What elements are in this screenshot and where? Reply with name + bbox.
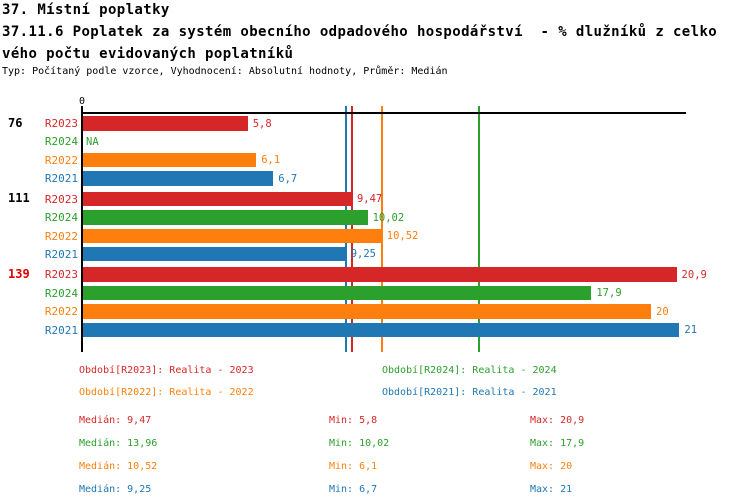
bar-value-label-111-R2021: 9,25 <box>350 248 376 261</box>
x-axis-line <box>81 112 686 114</box>
chart-meta-info: Typ: Počítaný podle vzorce, Vyhodnocení:… <box>2 66 448 77</box>
bar-value-label-111-R2023: 9,47 <box>356 193 383 206</box>
legend-entry-R2022: Období[R2022]: Realita - 2022 <box>79 387 254 398</box>
stat-max-R2023: Max: 20,9 <box>530 415 585 426</box>
bar-chart: 0 76 R2023 5,8 R2024 NA R2022 6,1 R2021 6,7 111 R2… <box>0 95 750 365</box>
bar-value-label-111-R2024: 10,02 <box>372 211 405 224</box>
series-label-R2024: R2024 <box>44 286 78 300</box>
bar-111-R2021 <box>83 246 346 262</box>
median-line-R2024 <box>478 106 481 352</box>
stat-max-R2024: Max: 17,9 <box>530 438 585 449</box>
legend-entry-R2024: Období[R2024]: Realita - 2024 <box>382 365 557 376</box>
bar-76-R2023 <box>83 116 248 131</box>
bar-value-label-111-R2022: 10,52 <box>386 230 419 242</box>
x-axis-zero-label: 0 <box>78 96 86 107</box>
series-label-R2022: R2022 <box>44 305 78 319</box>
stat-max-R2021: Max: 21 <box>530 484 573 495</box>
bar-value-label-139-R2021: 21 <box>684 324 698 337</box>
stat-median-R2022: Medián: 10,52 <box>79 461 158 472</box>
bar-76-R2022 <box>83 152 257 168</box>
stat-min-R2021: Min: 6,7 <box>329 484 378 495</box>
bar-139-R2021 <box>83 322 680 338</box>
series-label-R2023: R2023 <box>44 192 78 206</box>
group-label-76: 76 <box>8 115 23 130</box>
bar-value-label-139-R2024: 17,9 <box>596 287 622 300</box>
group-label-111: 111 <box>8 191 30 206</box>
bar-139-R2023 <box>83 267 677 282</box>
bar-value-label-139-R2022: 20 <box>656 305 669 318</box>
stat-median-R2021: Medián: 9,25 <box>79 484 152 495</box>
legend-entry-R2021: Období[R2021]: Realita - 2021 <box>382 387 557 398</box>
series-label-R2022: R2022 <box>44 229 78 243</box>
series-label-R2023: R2023 <box>44 117 78 130</box>
chart-title-line3: vého počtu evidovaných poplatníků <box>2 46 294 62</box>
bar-111-R2024 <box>83 210 368 225</box>
stat-median-R2024: Medián: 13,96 <box>79 438 158 449</box>
chart-title-line1: 37. Místní poplatky <box>2 2 170 18</box>
stat-min-R2023: Min: 5,8 <box>329 415 378 426</box>
group-label-139: 139 <box>8 266 30 281</box>
plot-area: 76 R2023 5,8 R2024 NA R2022 6,1 R2021 6,7 111 R202… <box>0 95 750 365</box>
chart-title-line2: 37.11.6 Poplatek za systém obecního odpa… <box>2 24 718 40</box>
series-label-R2022: R2022 <box>44 153 78 167</box>
stat-median-R2023: Medián: 9,47 <box>79 415 152 426</box>
series-label-R2024: R2024 <box>44 135 78 149</box>
bar-111-R2023 <box>83 191 352 207</box>
series-label-R2021: R2021 <box>44 247 78 261</box>
bar-111-R2022 <box>83 228 382 243</box>
series-label-R2024: R2024 <box>44 211 78 225</box>
series-label-R2021: R2021 <box>44 323 78 337</box>
bar-139-R2024 <box>83 285 592 301</box>
bar-76-R2021 <box>83 171 274 186</box>
series-label-R2023: R2023 <box>44 268 78 282</box>
legend-entry-R2023: Období[R2023]: Realita - 2023 <box>79 365 254 376</box>
bar-value-label-139-R2023: 20,9 <box>681 268 707 281</box>
bar-value-label-76-R2021: 6,7 <box>278 172 298 185</box>
y-axis-line <box>81 106 83 352</box>
series-label-R2021: R2021 <box>44 172 78 186</box>
stat-max-R2022: Max: 20 <box>530 461 573 472</box>
bar-139-R2022 <box>83 304 651 319</box>
bar-value-label-76-R2022: 6,1 <box>261 154 281 167</box>
median-line-R2022 <box>380 106 383 352</box>
bar-value-label-76-R2023: 5,8 <box>252 117 272 130</box>
bar-value-label-76-R2024: NA <box>86 135 99 148</box>
stat-min-R2024: Min: 10,02 <box>329 438 390 449</box>
stat-min-R2022: Min: 6,1 <box>329 461 378 472</box>
